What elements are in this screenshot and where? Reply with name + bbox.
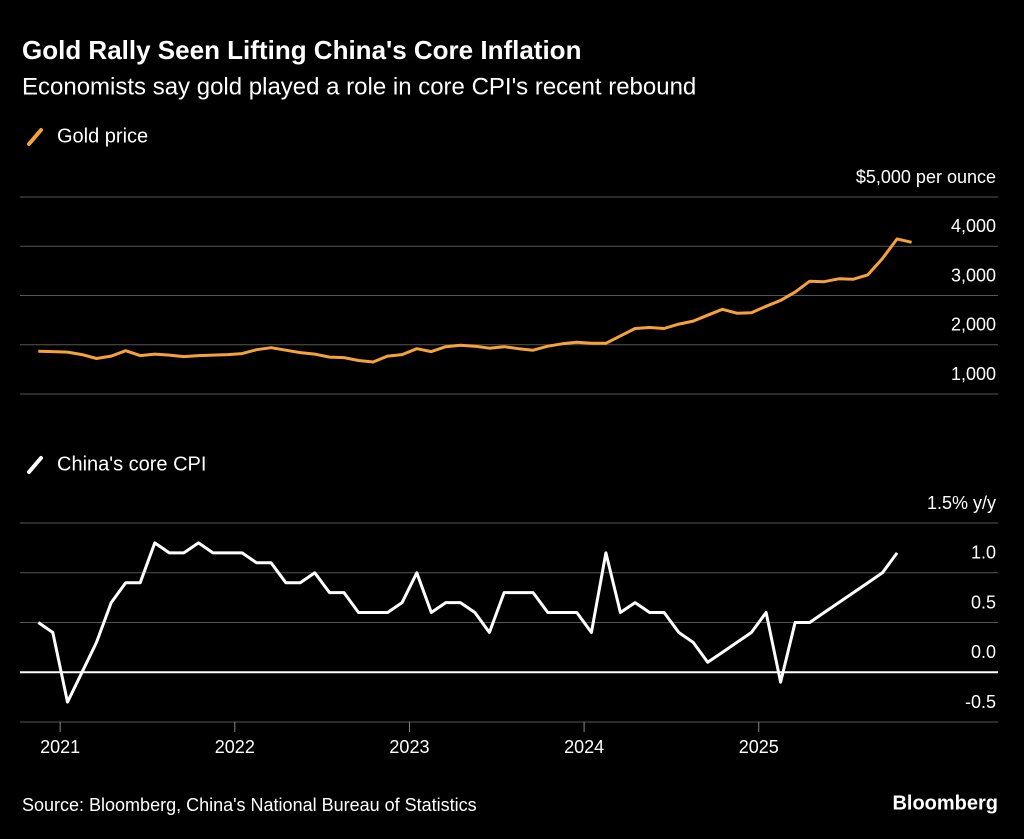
legend-label: Gold price — [57, 125, 148, 147]
y-tick-label: 1,000 — [951, 364, 996, 384]
legend-swatch — [27, 128, 43, 146]
legend-swatch — [27, 456, 43, 474]
subtitle: Economists say gold played a role in cor… — [22, 73, 696, 100]
x-tick-label: 2021 — [40, 737, 80, 757]
y-tick-label: 0.0 — [971, 642, 996, 662]
y-tick-label: 4,000 — [951, 216, 996, 236]
y-tick-label: -0.5 — [965, 692, 996, 712]
y-tick-label: 0.5 — [971, 592, 996, 612]
logo: Bloomberg — [892, 792, 998, 814]
x-tick-label: 2025 — [739, 737, 779, 757]
data-line — [38, 237, 912, 364]
title: Gold Rally Seen Lifting China's Core Inf… — [22, 35, 581, 65]
data-line — [37, 541, 899, 704]
source: Source: Bloomberg, China's National Bure… — [22, 795, 477, 815]
y-tick-label: 1.5% y/y — [927, 493, 996, 513]
y-tick-label: 3,000 — [951, 265, 996, 285]
y-tick-label: 1.0 — [971, 543, 996, 563]
legend-label: China's core CPI — [57, 453, 206, 475]
y-tick-label: $5,000 per ounce — [856, 167, 996, 187]
x-tick-label: 2023 — [389, 737, 429, 757]
y-tick-label: 2,000 — [951, 315, 996, 335]
x-tick-label: 2024 — [564, 737, 604, 757]
x-tick-label: 2022 — [215, 737, 255, 757]
